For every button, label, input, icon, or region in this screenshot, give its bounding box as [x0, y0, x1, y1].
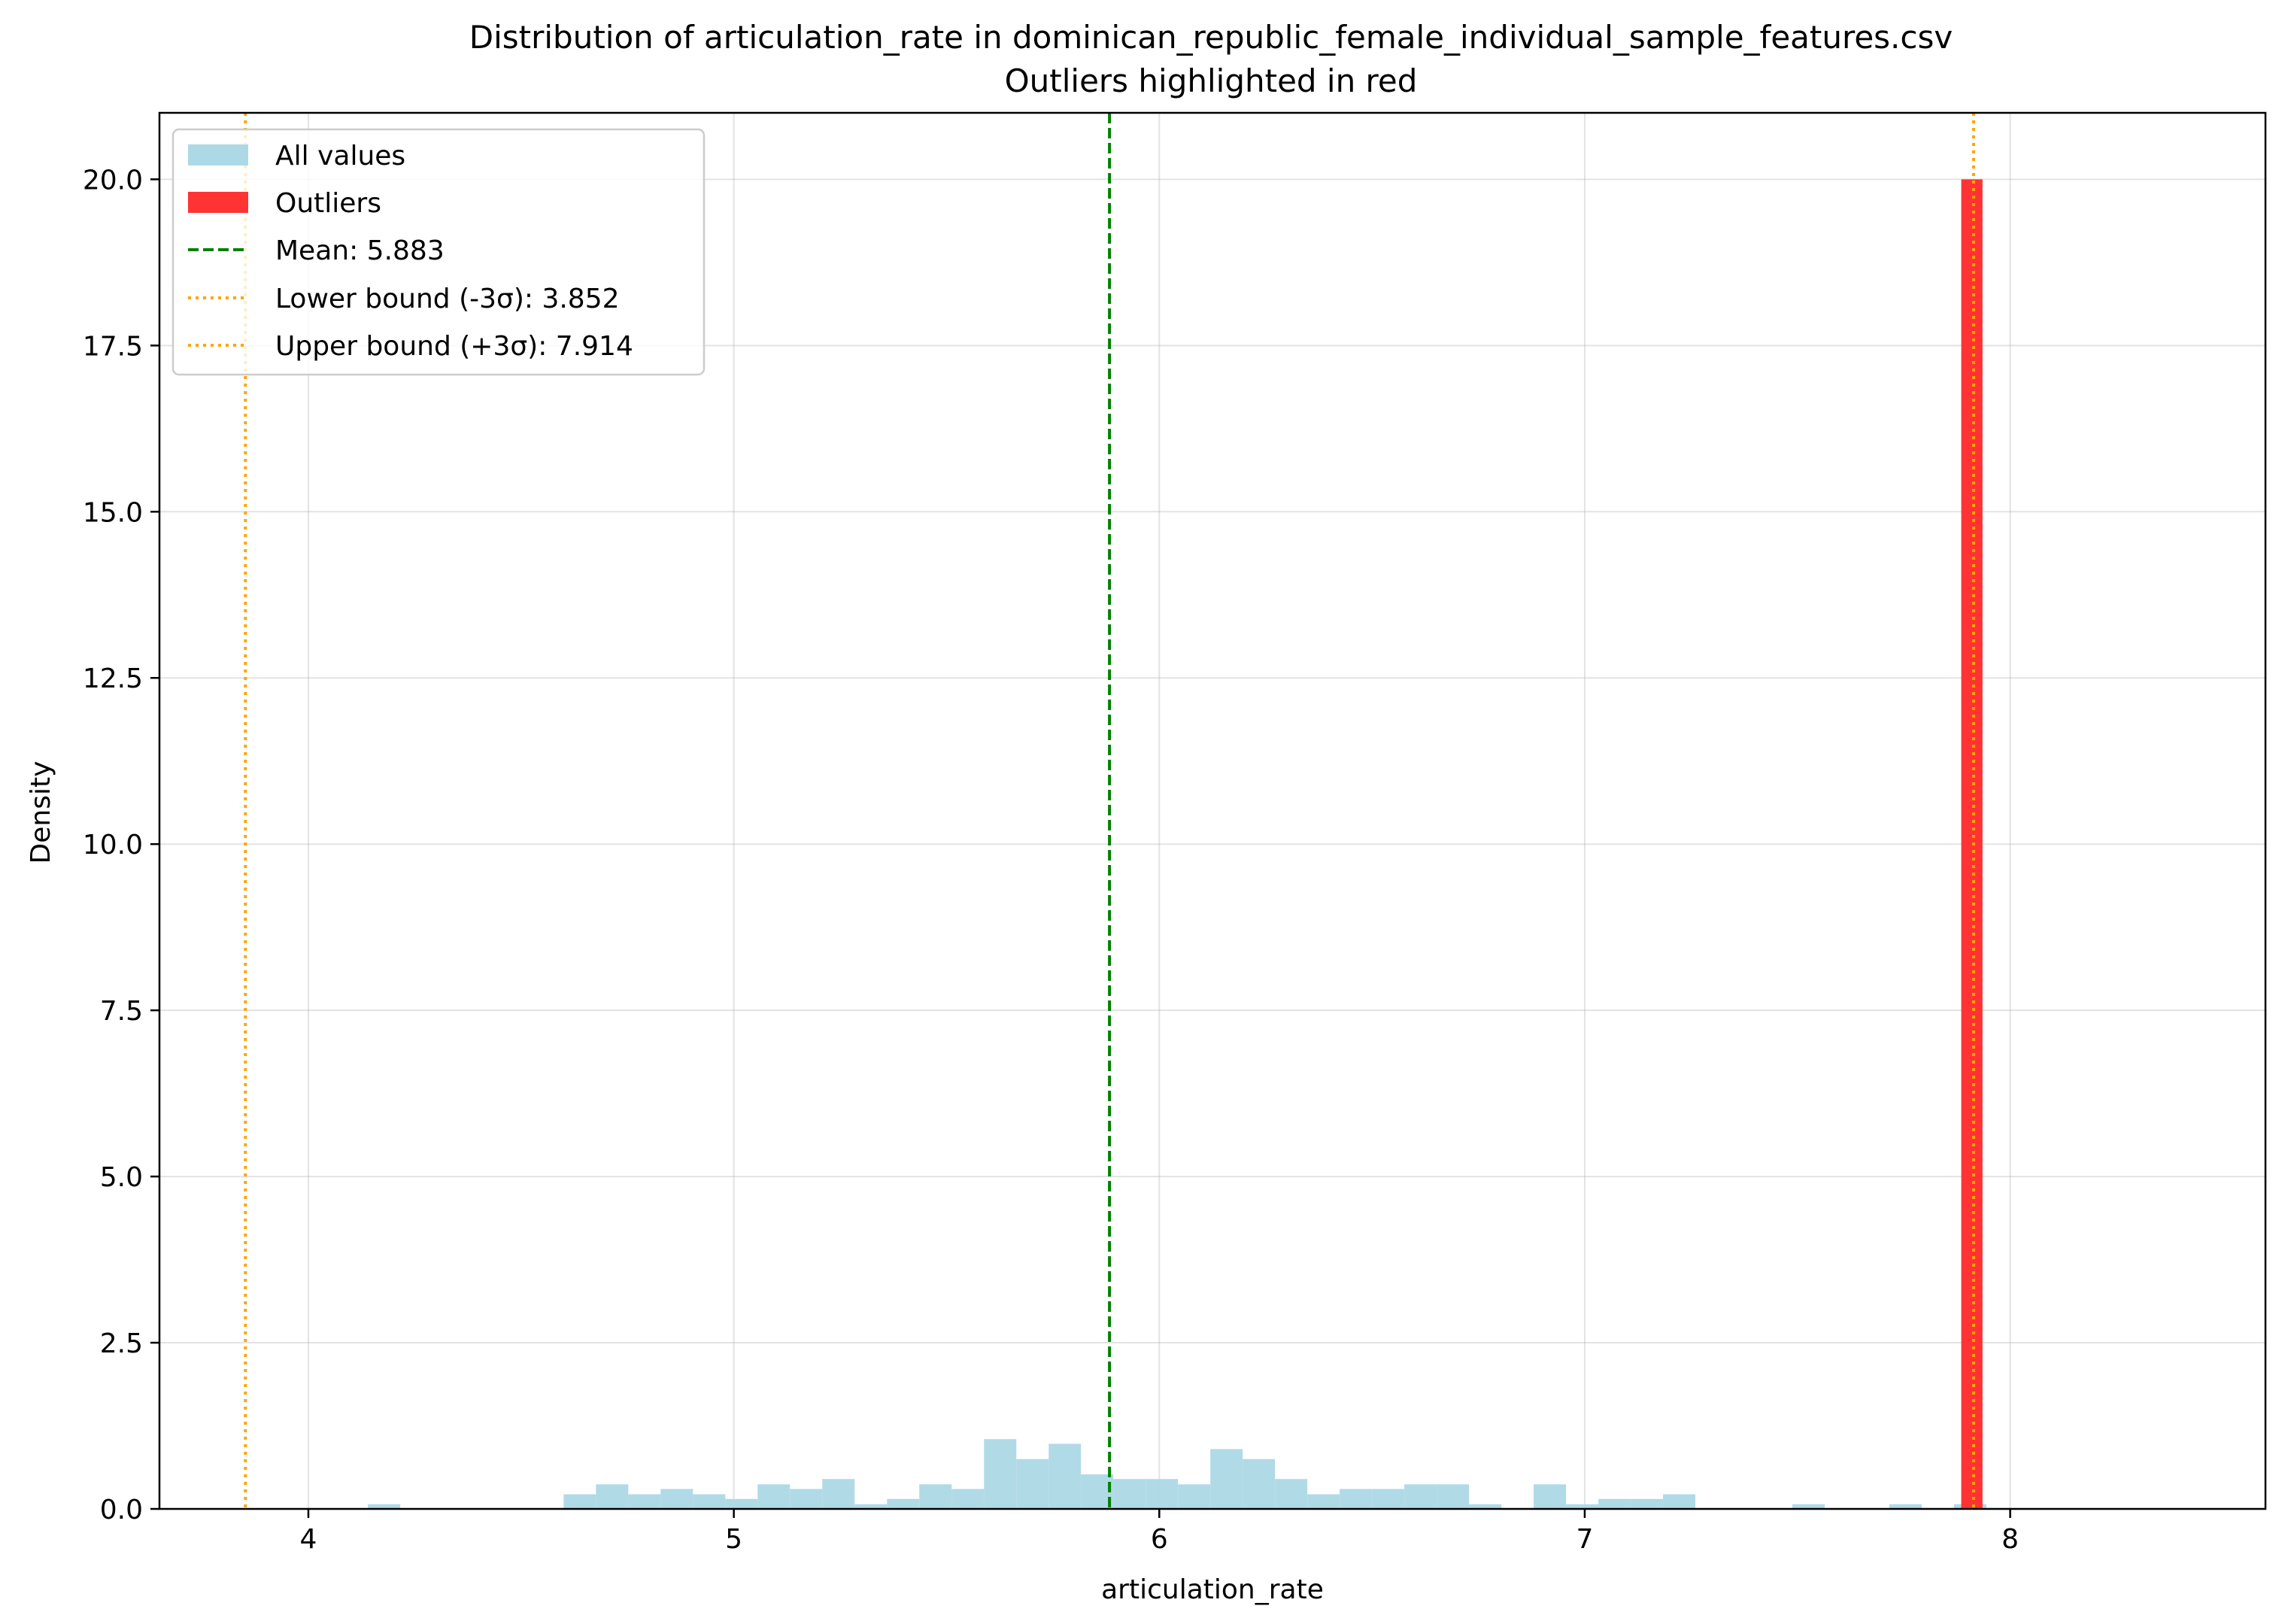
histogram-bar [1437, 1484, 1470, 1509]
histogram-bar [1016, 1459, 1049, 1509]
histogram-bar [790, 1489, 823, 1509]
legend-label-mean: Mean: 5.883 [275, 235, 445, 266]
histogram-bars [368, 179, 1986, 1509]
legend-label-outliers: Outliers [275, 188, 381, 219]
reference-lines [244, 113, 1975, 1509]
histogram-bar [1081, 1474, 1114, 1509]
histogram-bar [1178, 1484, 1211, 1509]
histogram-bar [1792, 1504, 1825, 1509]
y-tick-label: 12.5 [83, 663, 143, 694]
histogram-bar [1307, 1494, 1340, 1509]
histogram-bar [368, 1504, 401, 1509]
y-axis-ticks: 0.0 2.5 5.0 7.5 10.0 12.5 15.0 17.5 20.0 [83, 165, 159, 1525]
x-axis-ticks: 4 5 6 7 8 [300, 1509, 2019, 1555]
histogram-bar [693, 1494, 726, 1509]
plot-frame [158, 111, 2267, 1510]
x-tick-label: 4 [300, 1524, 317, 1555]
histogram-bar [984, 1439, 1017, 1509]
histogram-bar [919, 1484, 952, 1509]
histogram-bar [1469, 1504, 1502, 1509]
histogram-bar [1372, 1489, 1405, 1509]
histogram-bar [1146, 1479, 1179, 1509]
x-tick-label: 5 [725, 1524, 742, 1555]
histogram-bar [1631, 1498, 1664, 1509]
histogram-bar [887, 1498, 920, 1509]
y-tick-label: 5.0 [100, 1162, 143, 1193]
histogram-bar [1340, 1489, 1373, 1509]
y-tick-label: 2.5 [100, 1328, 143, 1359]
y-tick-label: 17.5 [83, 331, 143, 362]
y-tick-label: 20.0 [83, 165, 143, 196]
y-axis-label: Density [26, 761, 56, 864]
legend-label-lower-bound: Lower bound (-3σ): 3.852 [275, 284, 620, 314]
legend-frame [171, 128, 706, 376]
histogram-bar [660, 1489, 693, 1509]
histogram-bar [1210, 1449, 1243, 1509]
x-tick-label: 7 [1576, 1524, 1593, 1555]
histogram-bar [1275, 1479, 1308, 1509]
histogram-bar [1889, 1504, 1922, 1509]
histogram-bar [822, 1479, 855, 1509]
chart-subtitle: Outliers highlighted in red [1005, 62, 1418, 99]
histogram-bar [1404, 1484, 1437, 1509]
y-tick-label: 10.0 [83, 830, 143, 861]
histogram-bar [725, 1498, 758, 1509]
x-tick-label: 8 [2001, 1524, 2019, 1555]
grid-lines [159, 113, 2265, 1510]
histogram-bar [1566, 1504, 1599, 1509]
legend-label-upper-bound: Upper bound (+3σ): 7.914 [275, 331, 633, 362]
y-tick-label: 15.0 [83, 497, 143, 528]
histogram-bar [1534, 1484, 1567, 1509]
histogram-bar [757, 1484, 791, 1509]
histogram-bar [1243, 1459, 1276, 1509]
histogram-bar [1113, 1479, 1146, 1509]
histogram-bar [1598, 1498, 1631, 1509]
legend-swatch-all-values [188, 144, 248, 165]
histogram-bar [1663, 1494, 1696, 1509]
legend: All values Outliers Mean: 5.883 Lower bo… [171, 128, 706, 376]
legend-swatch-outliers [188, 192, 248, 213]
histogram-bar [563, 1494, 596, 1509]
histogram-bar [596, 1484, 629, 1509]
y-tick-label: 7.5 [100, 996, 143, 1027]
histogram-bar [1048, 1443, 1082, 1509]
x-axis-label: articulation_rate [1101, 1574, 1324, 1605]
chart-title: Distribution of articulation_rate in dom… [469, 19, 1953, 56]
legend-label-all-values: All values [275, 141, 405, 172]
histogram-bar [628, 1494, 661, 1509]
outlier-bar [1961, 179, 1983, 1509]
y-tick-label: 0.0 [100, 1495, 143, 1525]
histogram-bar [951, 1489, 985, 1509]
x-tick-label: 6 [1151, 1524, 1168, 1555]
histogram-bar [854, 1504, 888, 1509]
